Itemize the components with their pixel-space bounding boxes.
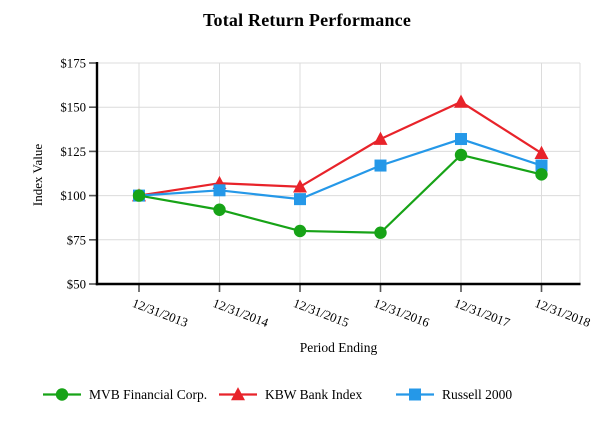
legend-entry-mvb: MVB Financial Corp.	[42, 386, 207, 403]
chart-title: Total Return Performance	[202, 10, 412, 30]
mvb-financial-corp-marker	[213, 203, 226, 216]
y-tick-label: $75	[67, 233, 86, 247]
x-tick-label: 12/31/2014	[211, 296, 271, 330]
x-tick-label: 12/31/2016	[372, 296, 432, 330]
x-tick-label: 12/31/2018	[533, 296, 592, 330]
kbw-bank-index-marker	[293, 179, 307, 193]
x-tick-label: 12/31/2017	[452, 296, 512, 330]
kbw-bank-index-line	[138, 100, 543, 197]
mvb-financial-corp-marker	[132, 189, 146, 202]
russell-2000-marker	[374, 159, 387, 172]
legend-swatch-marker	[409, 388, 421, 401]
plot-area: $50 $75 $100 $125 $150 $175 12/31/2013 12/31/20…	[60, 57, 592, 331]
x-tick-label: 12/31/2013	[130, 296, 189, 330]
y-tick-label: $50	[67, 278, 86, 292]
mvb-financial-corp-line	[138, 153, 542, 234]
y-tick-label: $100	[60, 189, 86, 203]
y-axis-title: Index Value	[30, 143, 45, 207]
kbw-bank-index-marker	[534, 145, 549, 159]
x-axis-title: Period Ending	[299, 340, 378, 355]
russell-2000-marker	[213, 184, 226, 197]
kbw-bank-index-marker	[373, 131, 388, 145]
mvb-financial-corp-marker	[293, 224, 307, 238]
x-tick-label: 12/31/2015	[291, 296, 350, 330]
legend-label-kbw: KBW Bank Index	[265, 386, 363, 402]
russell-2000-marker	[455, 133, 467, 146]
mvb-financial-corp-marker	[374, 226, 387, 239]
mvb-financial-corp-marker	[535, 168, 548, 181]
kbw-line-triangle-icon	[219, 387, 257, 401]
mvb-financial-corp-marker	[454, 148, 468, 162]
y-tick-label: $125	[60, 145, 86, 159]
legend-entry-kbw: KBW Bank Index	[218, 386, 362, 403]
russell-2000-line	[138, 137, 542, 201]
russell-2000-marker	[294, 193, 306, 206]
legend-label-mvb: MVB Financial Corp.	[89, 386, 208, 402]
legend-entry-russell: Russell 2000	[395, 386, 512, 403]
legend-label-russell: Russell 2000	[442, 386, 513, 402]
mvb-line-circle-icon	[43, 388, 81, 401]
y-tick-label: $150	[60, 101, 86, 115]
legend-swatch-marker	[231, 387, 245, 401]
y-tick-label: $175	[60, 57, 86, 71]
kbw-bank-index-marker	[454, 94, 468, 108]
russell-line-square-icon	[396, 388, 434, 401]
russell-2000-marker	[535, 159, 548, 172]
legend-swatch-marker	[55, 388, 69, 401]
